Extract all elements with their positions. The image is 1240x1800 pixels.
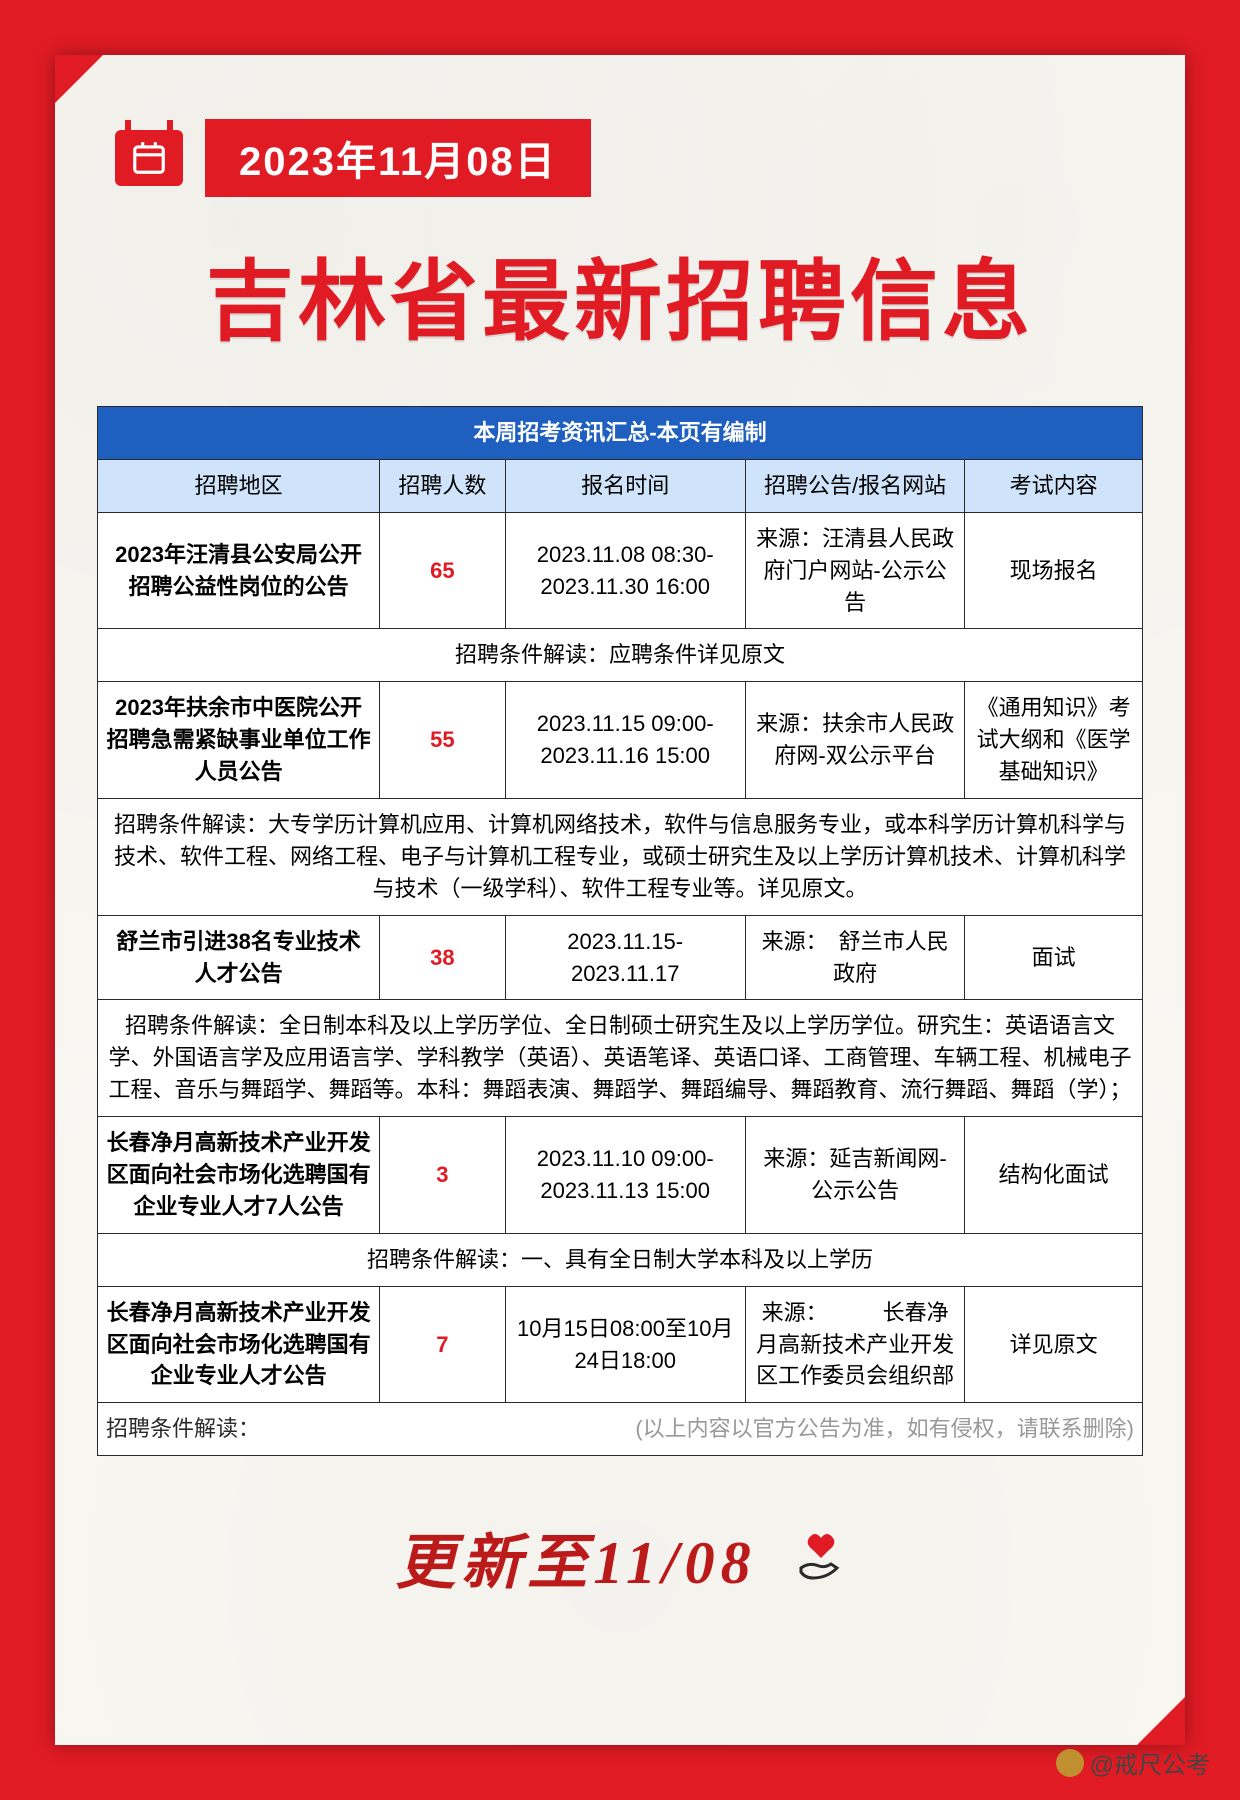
page-title: 吉林省最新招聘信息 — [97, 231, 1143, 358]
col-count: 招聘人数 — [380, 459, 505, 512]
disclaimer-left: 招聘条件解读： — [106, 1413, 260, 1445]
table-row: 长春净月高新技术产业开发区面向社会市场化选聘国有企业专业人才7人公告 3 202… — [98, 1117, 1143, 1234]
cell-exam: 现场报名 — [965, 512, 1143, 629]
calendar-icon — [115, 130, 183, 186]
cell-region: 2023年扶余市中医院公开招聘急需紧缺事业单位工作人员公告 — [98, 682, 380, 799]
table-banner-row: 本周招考资讯汇总-本页有编制 — [98, 407, 1143, 460]
watermark-text: @戒尺公考 — [1090, 1745, 1210, 1780]
cell-region: 2023年汪清县公安局公开招聘公益性岗位的公告 — [98, 512, 380, 629]
cell-desc: 招聘条件解读：大专学历计算机应用、计算机网络技术，软件与信息服务专业，或本科学历… — [98, 799, 1143, 916]
cell-region: 舒兰市引进38名专业技术人才公告 — [98, 915, 380, 1000]
footer: 更新至11/08 — [97, 1514, 1143, 1601]
cell-source: 来源： 舒兰市人民政府 — [745, 915, 964, 1000]
cell-exam: 详见原文 — [965, 1286, 1143, 1403]
col-exam: 考试内容 — [965, 459, 1143, 512]
table-row: 2023年扶余市中医院公开招聘急需紧缺事业单位工作人员公告 55 2023.11… — [98, 682, 1143, 799]
date-label: 2023年11月08日 — [205, 119, 591, 197]
watermark-logo-icon — [1056, 1749, 1084, 1777]
cell-time: 2023.11.15 09:00-2023.11.16 15:00 — [505, 682, 745, 799]
footer-text: 更新至11/08 — [395, 1514, 756, 1601]
table-header-row: 招聘地区 招聘人数 报名时间 招聘公告/报名网站 考试内容 — [98, 459, 1143, 512]
disclaimer-right: (以上内容以官方公告为准，如有侵权，请联系删除) — [635, 1413, 1134, 1445]
col-source: 招聘公告/报名网站 — [745, 459, 964, 512]
table-desc-row: 招聘条件解读：应聘条件详见原文 — [98, 629, 1143, 682]
corner-decoration — [1137, 1697, 1185, 1745]
cell-desc: 招聘条件解读：全日制本科及以上学历学位、全日制硕士研究生及以上学历学位。研究生：… — [98, 1000, 1143, 1117]
cell-disclaimer: 招聘条件解读： (以上内容以官方公告为准，如有侵权，请联系删除) — [98, 1403, 1143, 1456]
table-disclaimer-row: 招聘条件解读： (以上内容以官方公告为准，如有侵权，请联系删除) — [98, 1403, 1143, 1456]
cell-time: 2023.11.10 09:00-2023.11.13 15:00 — [505, 1117, 745, 1234]
cell-desc: 招聘条件解读：一、具有全日制大学本科及以上学历 — [98, 1233, 1143, 1286]
cell-exam: 《通用知识》考试大纲和《医学基础知识》 — [965, 682, 1143, 799]
heart-hand-icon — [781, 1528, 845, 1601]
cell-desc: 招聘条件解读：应聘条件详见原文 — [98, 629, 1143, 682]
cell-count: 38 — [380, 915, 505, 1000]
cell-source: 来源： 长春净月高新技术产业开发区工作委员会组织部 — [745, 1286, 964, 1403]
table-desc-row: 招聘条件解读：大专学历计算机应用、计算机网络技术，软件与信息服务专业，或本科学历… — [98, 799, 1143, 916]
table-row: 舒兰市引进38名专业技术人才公告 38 2023.11.15-2023.11.1… — [98, 915, 1143, 1000]
table-row: 2023年汪清县公安局公开招聘公益性岗位的公告 65 2023.11.08 08… — [98, 512, 1143, 629]
recruitment-table: 本周招考资讯汇总-本页有编制 招聘地区 招聘人数 报名时间 招聘公告/报名网站 … — [97, 406, 1143, 1456]
table-desc-row: 招聘条件解读：一、具有全日制大学本科及以上学历 — [98, 1233, 1143, 1286]
cell-region: 长春净月高新技术产业开发区面向社会市场化选聘国有企业专业人才7人公告 — [98, 1117, 380, 1234]
cell-time: 10月15日08:00至10月24日18:00 — [505, 1286, 745, 1403]
table-row: 长春净月高新技术产业开发区面向社会市场化选聘国有企业专业人才公告 7 10月15… — [98, 1286, 1143, 1403]
cell-exam: 面试 — [965, 915, 1143, 1000]
table-desc-row: 招聘条件解读：全日制本科及以上学历学位、全日制硕士研究生及以上学历学位。研究生：… — [98, 1000, 1143, 1117]
cell-time: 2023.11.15-2023.11.17 — [505, 915, 745, 1000]
cell-exam: 结构化面试 — [965, 1117, 1143, 1234]
cell-count: 65 — [380, 512, 505, 629]
corner-decoration — [55, 55, 103, 103]
cell-source: 来源：扶余市人民政府网-双公示平台 — [745, 682, 964, 799]
date-row: 2023年11月08日 — [115, 119, 1143, 197]
cell-time: 2023.11.08 08:30-2023.11.30 16:00 — [505, 512, 745, 629]
col-region: 招聘地区 — [98, 459, 380, 512]
watermark: @戒尺公考 — [1056, 1745, 1210, 1780]
table-banner: 本周招考资讯汇总-本页有编制 — [98, 407, 1143, 460]
cell-count: 55 — [380, 682, 505, 799]
paper-card: 2023年11月08日 吉林省最新招聘信息 本周招考资讯汇总-本页有编制 招聘地… — [55, 55, 1185, 1745]
cell-region: 长春净月高新技术产业开发区面向社会市场化选聘国有企业专业人才公告 — [98, 1286, 380, 1403]
col-time: 报名时间 — [505, 459, 745, 512]
cell-count: 3 — [380, 1117, 505, 1234]
cell-source: 来源：汪清县人民政府门户网站-公示公告 — [745, 512, 964, 629]
cell-count: 7 — [380, 1286, 505, 1403]
cell-source: 来源：延吉新闻网-公示公告 — [745, 1117, 964, 1234]
